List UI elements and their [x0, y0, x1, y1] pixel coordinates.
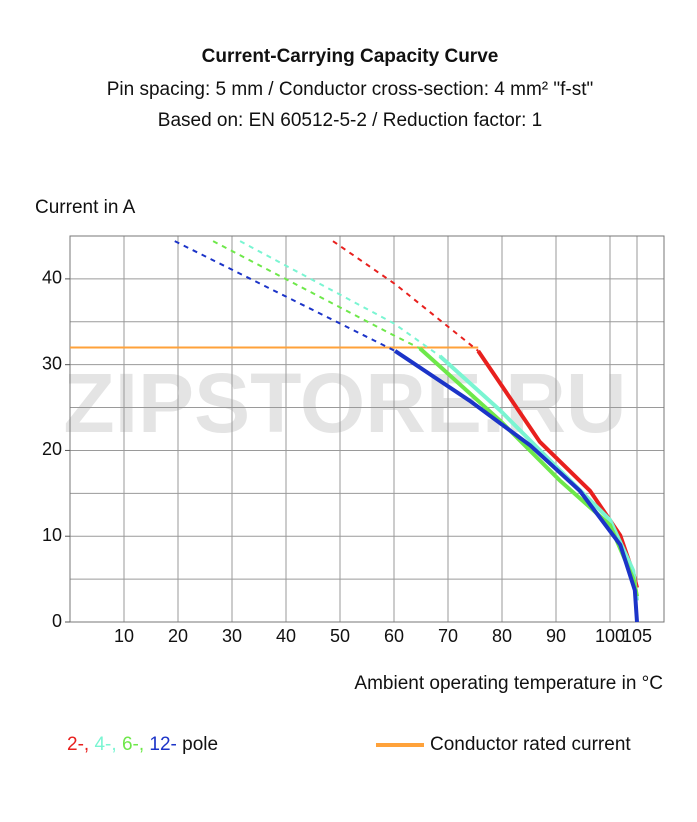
dashed-line: [212, 240, 421, 350]
legend-separator: ,: [84, 734, 89, 755]
y-tick-label: 20: [42, 439, 62, 459]
legend-separator: ,: [139, 734, 144, 755]
legend-separator: ,: [111, 734, 116, 755]
x-tick-label: 105: [622, 626, 652, 646]
x-tick-label: 20: [168, 626, 188, 646]
chart-subtitle: Based on: EN 60512-5-2 / Reduction facto…: [158, 110, 542, 131]
dashed-line: [174, 240, 396, 352]
x-axis-label: Ambient operating temperature in °C: [354, 673, 663, 694]
x-tick-label: 80: [492, 626, 512, 646]
plot-frame: [69, 235, 665, 623]
watermark: ZIPSTORE.RU: [63, 356, 626, 450]
line: [393, 349, 639, 623]
legend-label: 2-: [67, 734, 84, 755]
x-tick-label: 40: [276, 626, 296, 646]
dashed-line: [332, 240, 479, 352]
legend-label: 6-: [122, 734, 139, 755]
legend-label: Conductor rated current: [430, 734, 631, 755]
y-axis-label: Current in A: [35, 197, 136, 218]
y-tick-label: 40: [42, 268, 62, 288]
chart-title: Current-Carrying Capacity Curve: [202, 46, 499, 67]
y-tick-label: 30: [42, 353, 62, 373]
x-tick-label: 70: [438, 626, 458, 646]
dashed-line: [239, 240, 441, 357]
legend-suffix: pole: [182, 734, 218, 755]
x-tick-label: 60: [384, 626, 404, 646]
legend: 2-, 4-, 6-, 12- pole: [67, 734, 218, 755]
y-tick-label: 0: [52, 611, 62, 631]
legend-label: 4-: [94, 734, 111, 755]
chart-subtitle: Pin spacing: 5 mm / Conductor cross-sect…: [107, 79, 594, 100]
x-tick-label: 30: [222, 626, 242, 646]
legend-label: 12-: [149, 734, 176, 755]
x-tick-label: 100: [595, 626, 625, 646]
y-tick-label: 10: [42, 525, 62, 545]
x-tick-label: 50: [330, 626, 350, 646]
x-tick-label: 90: [546, 626, 566, 646]
x-tick-label: 10: [114, 626, 134, 646]
